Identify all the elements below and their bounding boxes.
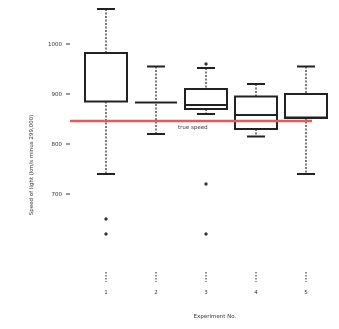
box-iqr: [84, 52, 128, 103]
x-tick-label-3: 3: [204, 290, 208, 296]
box-experiment-1: [84, 8, 128, 236]
y-axis: 700 800 900 1000: [48, 42, 70, 198]
box-iqr: [234, 95, 278, 130]
y-axis-label: Speed of light (km/s minus 299,000): [29, 115, 35, 216]
box-experiment-4: [234, 83, 278, 138]
reference-line-group: true speed: [70, 119, 312, 131]
outlier-1: [104, 232, 108, 236]
outlier-1: [204, 182, 208, 186]
outlier-0: [104, 217, 108, 221]
y-tick-label-1000: 1000: [48, 42, 62, 48]
x-tick-label-2: 2: [154, 290, 158, 296]
box-iqr: [284, 93, 328, 119]
true-speed-label: true speed: [178, 125, 208, 131]
x-tick-label-5: 5: [304, 290, 308, 296]
outlier-0: [204, 62, 208, 66]
y-tick-label-700: 700: [52, 192, 63, 198]
x-axis: 1 2 3 4 5: [104, 272, 308, 296]
y-tick-label-900: 900: [52, 92, 63, 98]
outlier-2: [204, 232, 208, 236]
x-tick-label-1: 1: [104, 290, 108, 296]
box-experiment-5: [284, 65, 328, 175]
box-plots: [84, 8, 328, 236]
x-axis-label: Experiment No.: [194, 314, 237, 320]
x-tick-label-4: 4: [254, 290, 258, 296]
box-experiment-2: [135, 65, 177, 135]
y-tick-label-800: 800: [52, 142, 63, 148]
box-experiment-3: [184, 62, 228, 236]
